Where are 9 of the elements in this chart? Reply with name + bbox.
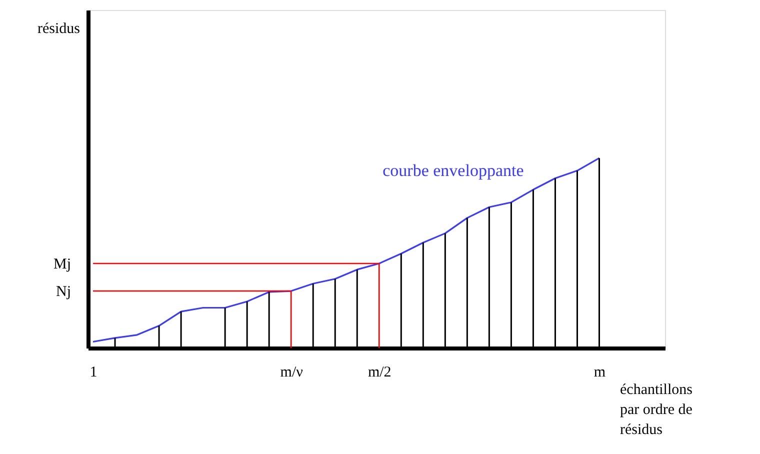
x-tick-label: m [594,364,606,380]
ref-line-label: Mj [53,256,71,272]
series-label: courbe enveloppante [382,161,524,180]
text: résidus [38,21,80,37]
ref-line-label: Nj [56,284,71,300]
x-tick-label: m/2 [368,364,392,380]
x-tick-label: m/ν [280,364,304,380]
x-tick-label: 1 [90,364,98,380]
x-axis-title: échantillons par ordre de résidus [620,382,693,438]
